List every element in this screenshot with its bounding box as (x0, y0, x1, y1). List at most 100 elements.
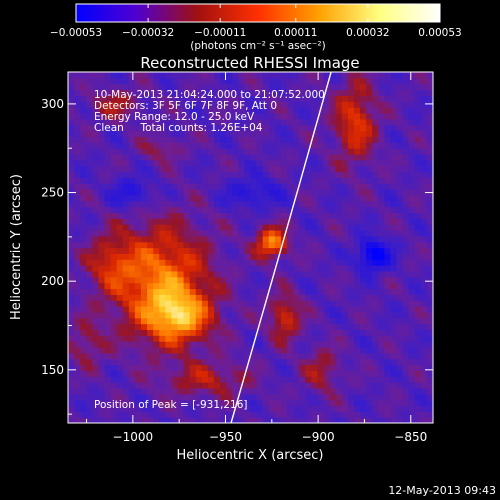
heatmap-cell (244, 382, 252, 389)
heatmap-cell (426, 107, 433, 114)
heatmap-cell (195, 95, 203, 102)
heatmap-cell (268, 247, 276, 254)
heatmap-cell (226, 142, 233, 149)
heatmap-cell (98, 294, 106, 301)
heatmap-cell (220, 229, 227, 237)
heatmap-cell (317, 329, 325, 336)
heatmap-cell (341, 282, 349, 290)
heatmap-cell (226, 241, 233, 249)
heatmap-cell (390, 72, 398, 79)
heatmap-cell (268, 224, 276, 231)
heatmap-cell (268, 212, 276, 219)
annotation-detectors: Detectors: 3F 5F 6F 7F 8F 9F, Att 0 (94, 100, 277, 112)
heatmap-cell (207, 259, 215, 266)
heatmap-cell (366, 241, 373, 249)
heatmap-cell (80, 165, 87, 173)
heatmap-cell (80, 136, 87, 143)
heatmap-cell (353, 136, 361, 143)
heatmap-cell (171, 247, 179, 254)
heatmap-cell (98, 341, 106, 348)
heatmap-cell (390, 83, 398, 91)
heatmap-cell (317, 370, 325, 377)
heatmap-cell (299, 142, 306, 149)
heatmap-cell (116, 107, 124, 114)
heatmap-cell (420, 247, 428, 254)
heatmap-cell (335, 229, 343, 237)
colorbar-ticks: −0.00053 −0.00032 −0.00011 0.00011 0.00032 0.… (50, 4, 462, 39)
heatmap-cell (341, 370, 349, 377)
heatmap-cell (268, 241, 276, 249)
heatmap-cell (396, 393, 404, 401)
heatmap-cell (268, 335, 276, 342)
heatmap-cell (293, 148, 300, 155)
heatmap-cell (256, 265, 264, 272)
heatmap-cell (189, 288, 197, 295)
heatmap-cell (86, 136, 93, 143)
heatmap-cell (189, 101, 197, 108)
heatmap-cell (92, 329, 100, 336)
heatmap-cell (408, 189, 416, 196)
heatmap-cell (214, 95, 221, 102)
heatmap-cell (177, 95, 185, 102)
heatmap-cell (110, 253, 118, 260)
heatmap-cell (341, 411, 349, 418)
heatmap-cell (201, 323, 209, 330)
heatmap-cell (341, 317, 349, 325)
heatmap-cell (329, 212, 337, 219)
heatmap-cell (74, 124, 81, 132)
heatmap-cell (268, 101, 276, 108)
heatmap-cell (122, 294, 130, 301)
heatmap-cell (335, 101, 343, 108)
heatmap-cell (195, 194, 203, 202)
heatmap-cell (414, 200, 422, 208)
heatmap-cell (384, 130, 392, 137)
heatmap-cell (122, 72, 130, 79)
heatmap-cell (408, 212, 416, 219)
heatmap-cell (98, 206, 106, 213)
heatmap-cell (299, 77, 306, 85)
heatmap-cell (353, 346, 361, 354)
heatmap-cell (293, 247, 300, 254)
heatmap-cell (238, 288, 246, 295)
heatmap-cell (153, 306, 160, 313)
heatmap-cell (232, 95, 239, 102)
heatmap-cell (323, 200, 331, 208)
heatmap-cell (141, 247, 148, 254)
heatmap-cell (98, 259, 106, 266)
heatmap-cell (250, 83, 258, 91)
heatmap-cell (92, 311, 100, 319)
heatmap-cell (189, 329, 197, 336)
heatmap-cell (147, 253, 154, 260)
heatmap-cell (280, 200, 288, 208)
heatmap-cell (341, 148, 349, 155)
heatmap-cell (159, 200, 166, 208)
heatmap-cell (378, 101, 385, 108)
heatmap-cell (250, 165, 258, 173)
heatmap-cell (360, 341, 367, 348)
heatmap-cell (402, 282, 410, 290)
heatmap-cell (122, 282, 130, 290)
heatmap-cell (329, 189, 337, 196)
heatmap-cell (402, 346, 410, 354)
heatmap-cell (201, 411, 209, 418)
heatmap-cell (92, 364, 100, 371)
heatmap-cell (214, 352, 221, 360)
heatmap-cell (116, 148, 124, 155)
heatmap-cell (250, 200, 258, 208)
heatmap-cell (177, 171, 185, 178)
heatmap-cell (378, 153, 385, 161)
heatmap-cell (226, 370, 233, 377)
heatmap-cell (402, 171, 410, 178)
heatmap-cell (390, 370, 398, 377)
heatmap-cell (104, 241, 112, 249)
heatmap-cell (220, 346, 227, 354)
heatmap-cell (305, 194, 312, 202)
heatmap-cell (287, 142, 294, 149)
heatmap-cell (165, 77, 173, 85)
heatmap-cell (141, 130, 148, 137)
heatmap-cell (134, 259, 142, 266)
heatmap-cell (134, 364, 142, 371)
heatmap-cell (287, 259, 294, 266)
heatmap-cell (116, 270, 124, 278)
heatmap-cell (134, 417, 142, 423)
